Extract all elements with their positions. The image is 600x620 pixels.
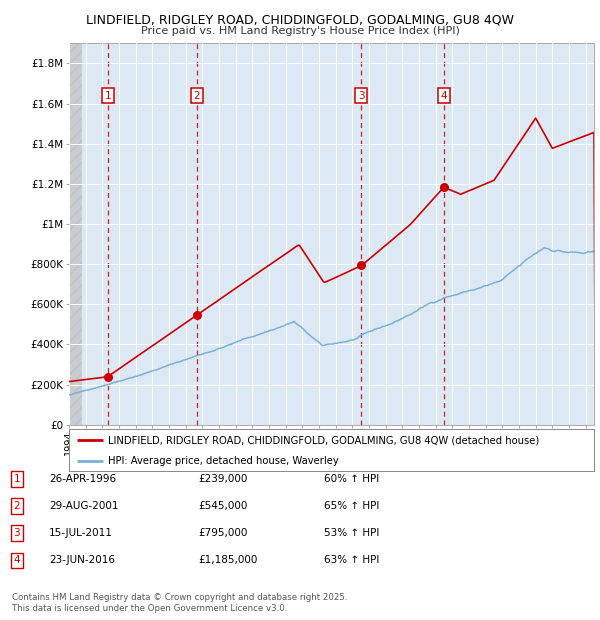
Text: 1: 1 bbox=[104, 91, 111, 100]
Text: 63% ↑ HPI: 63% ↑ HPI bbox=[324, 556, 379, 565]
Text: 3: 3 bbox=[13, 528, 20, 538]
Text: 65% ↑ HPI: 65% ↑ HPI bbox=[324, 501, 379, 511]
Text: £239,000: £239,000 bbox=[198, 474, 247, 484]
Text: £795,000: £795,000 bbox=[198, 528, 247, 538]
Text: 53% ↑ HPI: 53% ↑ HPI bbox=[324, 528, 379, 538]
Text: 4: 4 bbox=[440, 91, 447, 100]
Text: 23-JUN-2016: 23-JUN-2016 bbox=[49, 556, 115, 565]
Text: 15-JUL-2011: 15-JUL-2011 bbox=[49, 528, 113, 538]
Text: Contains HM Land Registry data © Crown copyright and database right 2025.
This d: Contains HM Land Registry data © Crown c… bbox=[12, 593, 347, 613]
Text: 4: 4 bbox=[13, 556, 20, 565]
Text: 2: 2 bbox=[193, 91, 200, 100]
Text: 29-AUG-2001: 29-AUG-2001 bbox=[49, 501, 119, 511]
Text: HPI: Average price, detached house, Waverley: HPI: Average price, detached house, Wave… bbox=[109, 456, 339, 466]
Text: £545,000: £545,000 bbox=[198, 501, 247, 511]
Text: 60% ↑ HPI: 60% ↑ HPI bbox=[324, 474, 379, 484]
Text: £1,185,000: £1,185,000 bbox=[198, 556, 257, 565]
Text: LINDFIELD, RIDGLEY ROAD, CHIDDINGFOLD, GODALMING, GU8 4QW: LINDFIELD, RIDGLEY ROAD, CHIDDINGFOLD, G… bbox=[86, 14, 514, 27]
Text: 2: 2 bbox=[13, 501, 20, 511]
Text: Price paid vs. HM Land Registry's House Price Index (HPI): Price paid vs. HM Land Registry's House … bbox=[140, 26, 460, 36]
Text: 26-APR-1996: 26-APR-1996 bbox=[49, 474, 116, 484]
Text: LINDFIELD, RIDGLEY ROAD, CHIDDINGFOLD, GODALMING, GU8 4QW (detached house): LINDFIELD, RIDGLEY ROAD, CHIDDINGFOLD, G… bbox=[109, 435, 539, 445]
Text: 3: 3 bbox=[358, 91, 365, 100]
Text: 1: 1 bbox=[13, 474, 20, 484]
